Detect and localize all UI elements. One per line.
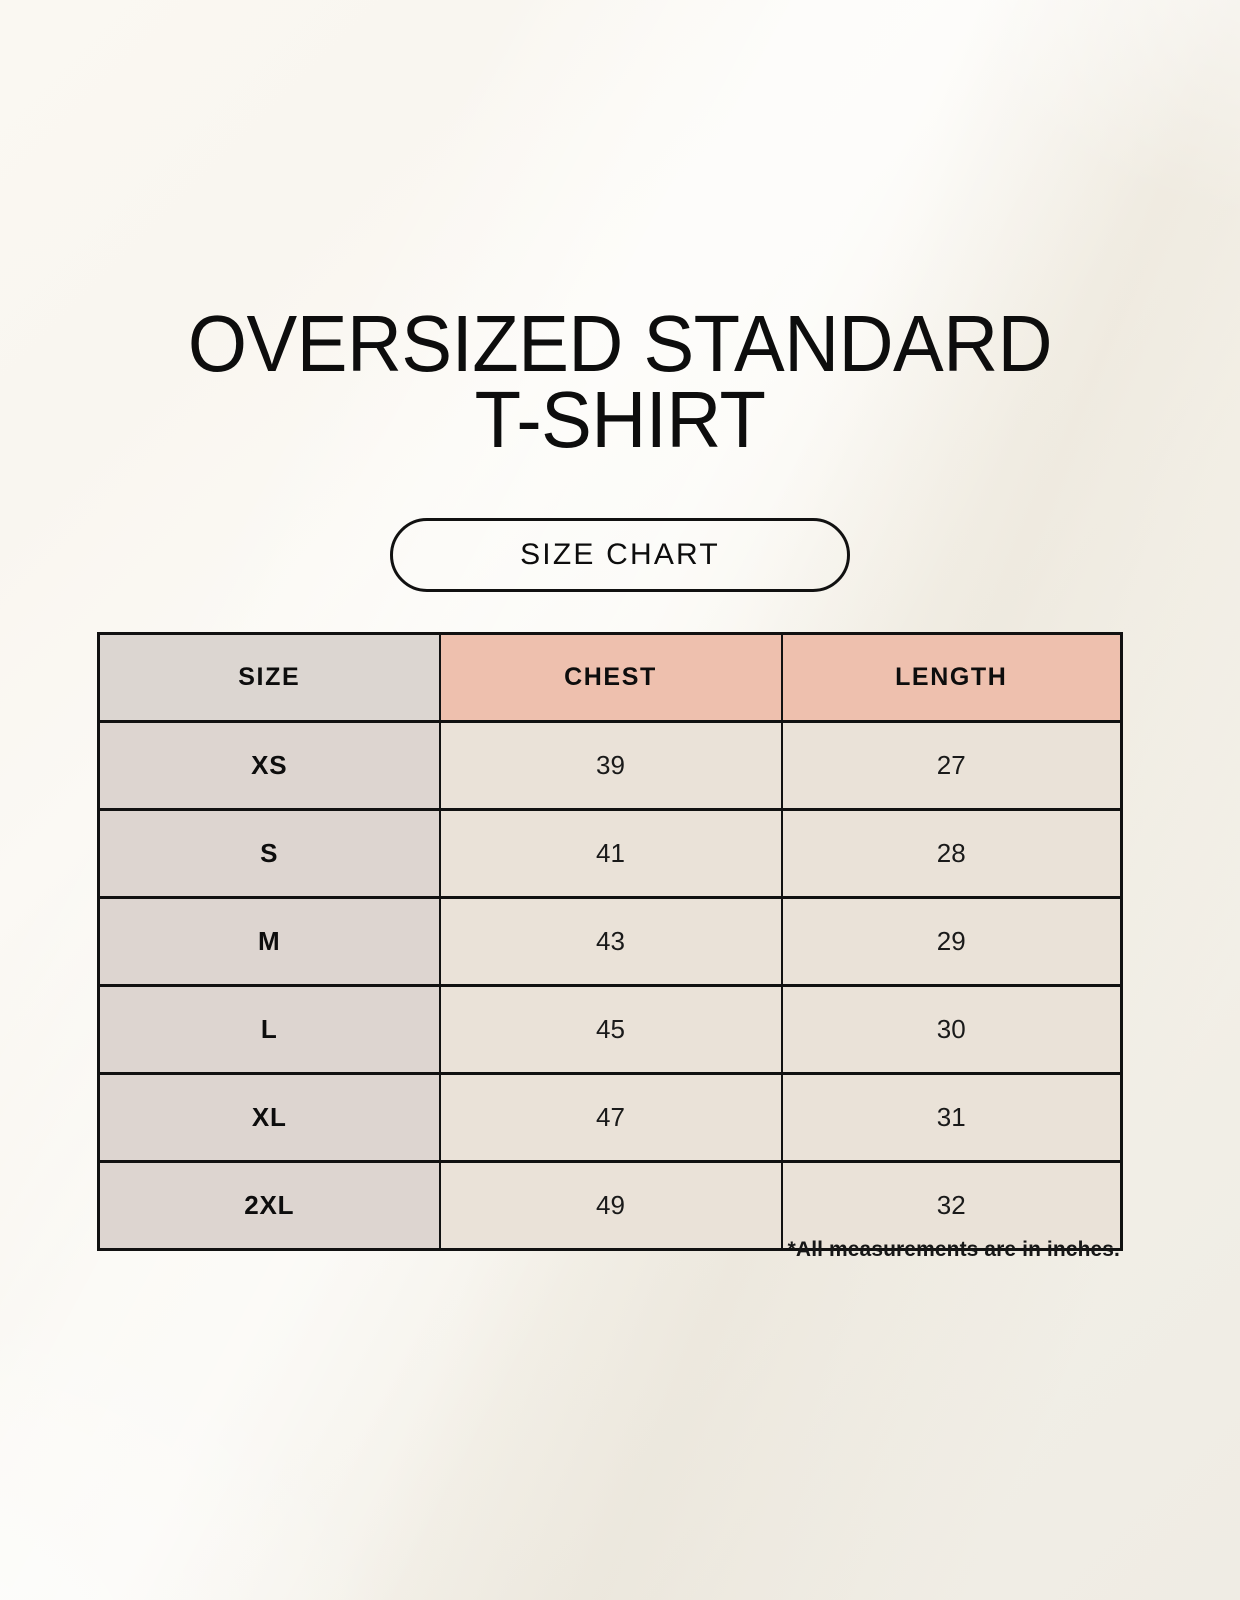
measurement-units-note: *All measurements are in inches. — [787, 1238, 1120, 1261]
table-header-row: SIZE CHEST LENGTH — [97, 632, 1123, 723]
page-title-line-1: OVERSIZED STANDARD — [187, 299, 1053, 388]
page-title: OVERSIZED STANDARD T-SHIRT — [0, 299, 1240, 464]
size-chart-badge-wrap: SIZE CHART — [0, 518, 1240, 592]
column-header-length: LENGTH — [780, 632, 1123, 723]
size-chart-badge: SIZE CHART — [390, 518, 850, 592]
cell-size: XL — [97, 1072, 441, 1163]
column-header-chest: CHEST — [438, 632, 783, 723]
cell-size: 2XL — [97, 1160, 441, 1251]
table-row: M 43 29 — [97, 896, 1123, 987]
size-chart-table: SIZE CHEST LENGTH XS 39 27 S 41 28 M — [97, 632, 1123, 1251]
cell-chest: 47 — [438, 1072, 783, 1163]
table-row: S 41 28 — [97, 808, 1123, 899]
cell-size: S — [97, 808, 441, 899]
cell-length: 27 — [780, 720, 1123, 811]
cell-length: 30 — [780, 984, 1123, 1075]
table-row: XL 47 31 — [97, 1072, 1123, 1163]
cell-chest: 45 — [438, 984, 783, 1075]
cell-size: L — [97, 984, 441, 1075]
cell-size: XS — [97, 720, 441, 811]
table-row: 2XL 49 32 — [97, 1160, 1123, 1251]
table-row: L 45 30 — [97, 984, 1123, 1075]
cell-length: 31 — [780, 1072, 1123, 1163]
cell-chest: 43 — [438, 896, 783, 987]
page-title-line-2: T-SHIRT — [474, 375, 766, 464]
cell-size: M — [97, 896, 441, 987]
table-row: XS 39 27 — [97, 720, 1123, 811]
cell-chest: 39 — [438, 720, 783, 811]
cell-chest: 41 — [438, 808, 783, 899]
size-chart-badge-label: SIZE CHART — [520, 538, 720, 571]
cell-length: 28 — [780, 808, 1123, 899]
cell-chest: 49 — [438, 1160, 783, 1251]
cell-length: 29 — [780, 896, 1123, 987]
cell-length: 32 — [780, 1160, 1123, 1251]
size-chart-table-wrap: SIZE CHEST LENGTH XS 39 27 S 41 28 M — [97, 632, 1123, 1251]
column-header-size: SIZE — [97, 632, 441, 723]
